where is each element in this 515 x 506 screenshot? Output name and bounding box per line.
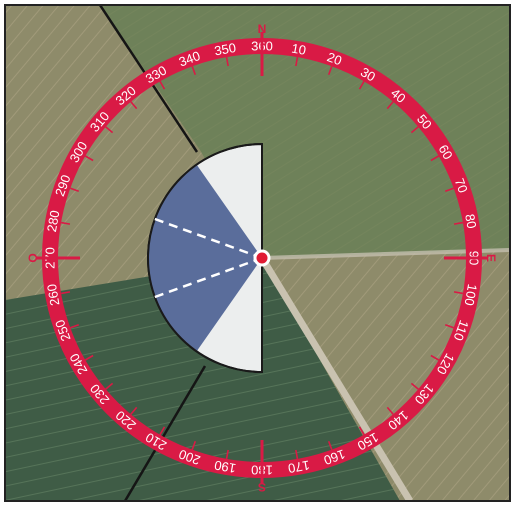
degree-label-60: 60	[435, 142, 455, 162]
degree-label-110: 110	[451, 318, 472, 343]
field-of-view-sector[interactable]	[147, 142, 263, 374]
ring-tick-320	[130, 101, 138, 110]
ring-tick-140	[386, 406, 394, 415]
ring-tick-340	[191, 66, 197, 76]
degree-label-170: 170	[287, 458, 311, 477]
ring-tick-120	[430, 354, 440, 361]
degree-label-30: 30	[358, 64, 378, 84]
field-boundary-line-lower	[123, 365, 207, 501]
ring-tick-310	[105, 126, 114, 134]
degree-label-340: 340	[177, 48, 203, 70]
ring-tick-330	[159, 80, 166, 90]
degree-label-200: 200	[177, 446, 203, 468]
degree-label-260: 260	[44, 283, 63, 307]
ring-tick-20	[327, 66, 333, 76]
degree-label-280: 280	[44, 209, 63, 233]
ring-tick-170	[295, 449, 299, 460]
degree-label-160: 160	[322, 446, 348, 468]
degree-label-190: 190	[213, 458, 237, 477]
ring-tick-10	[295, 56, 299, 67]
sector-outline	[147, 142, 263, 374]
ring-tick-200	[191, 440, 197, 450]
cardinal-label-north: N	[258, 22, 267, 36]
center-marker-dot	[256, 252, 268, 264]
ring-tick-280	[60, 221, 71, 225]
dirt-track	[259, 256, 413, 501]
degree-label-350: 350	[213, 40, 237, 59]
ring-tick-70	[444, 187, 454, 193]
ring-tick-260	[60, 291, 71, 295]
ring-tick-40	[386, 101, 394, 110]
ring-tick-130	[410, 382, 419, 390]
degree-label-20: 20	[325, 49, 344, 68]
ring-tick-300	[84, 155, 94, 162]
ring-tick-30	[358, 80, 365, 90]
sector-dashed-line-2	[154, 217, 263, 260]
ring-tick-110	[444, 323, 454, 329]
degree-label-290: 290	[52, 173, 74, 199]
degree-label-100: 100	[462, 283, 481, 307]
map-frame	[4, 4, 511, 502]
ring-tick-160	[327, 440, 333, 450]
ring-tick-50	[410, 126, 419, 134]
ring-tick-240	[84, 354, 94, 361]
degree-label-80: 80	[462, 213, 479, 230]
ring-tick-220	[130, 406, 138, 415]
cardinal-label-south: S	[258, 480, 266, 494]
ring-tick-350	[225, 56, 229, 67]
degree-label-10: 10	[290, 41, 307, 58]
sector-shaded	[148, 164, 262, 352]
ring-tick-150	[358, 426, 365, 436]
center-marker[interactable]	[253, 249, 271, 267]
cardinal-label-east: E	[484, 254, 498, 262]
ring-tick-250	[70, 323, 80, 329]
ring-tick-80	[453, 221, 464, 225]
degree-label-250: 250	[52, 318, 74, 344]
ring-tick-190	[225, 449, 229, 460]
ring-tick-290	[70, 187, 80, 193]
ring-tick-230	[105, 382, 114, 390]
degree-label-70: 70	[452, 176, 471, 195]
ring-tick-60	[430, 155, 440, 162]
ring-tick-210	[159, 426, 166, 436]
sector-dashed-line-1	[154, 256, 263, 299]
ring-tick-100	[453, 291, 464, 295]
cardinal-label-west: O	[26, 253, 40, 262]
